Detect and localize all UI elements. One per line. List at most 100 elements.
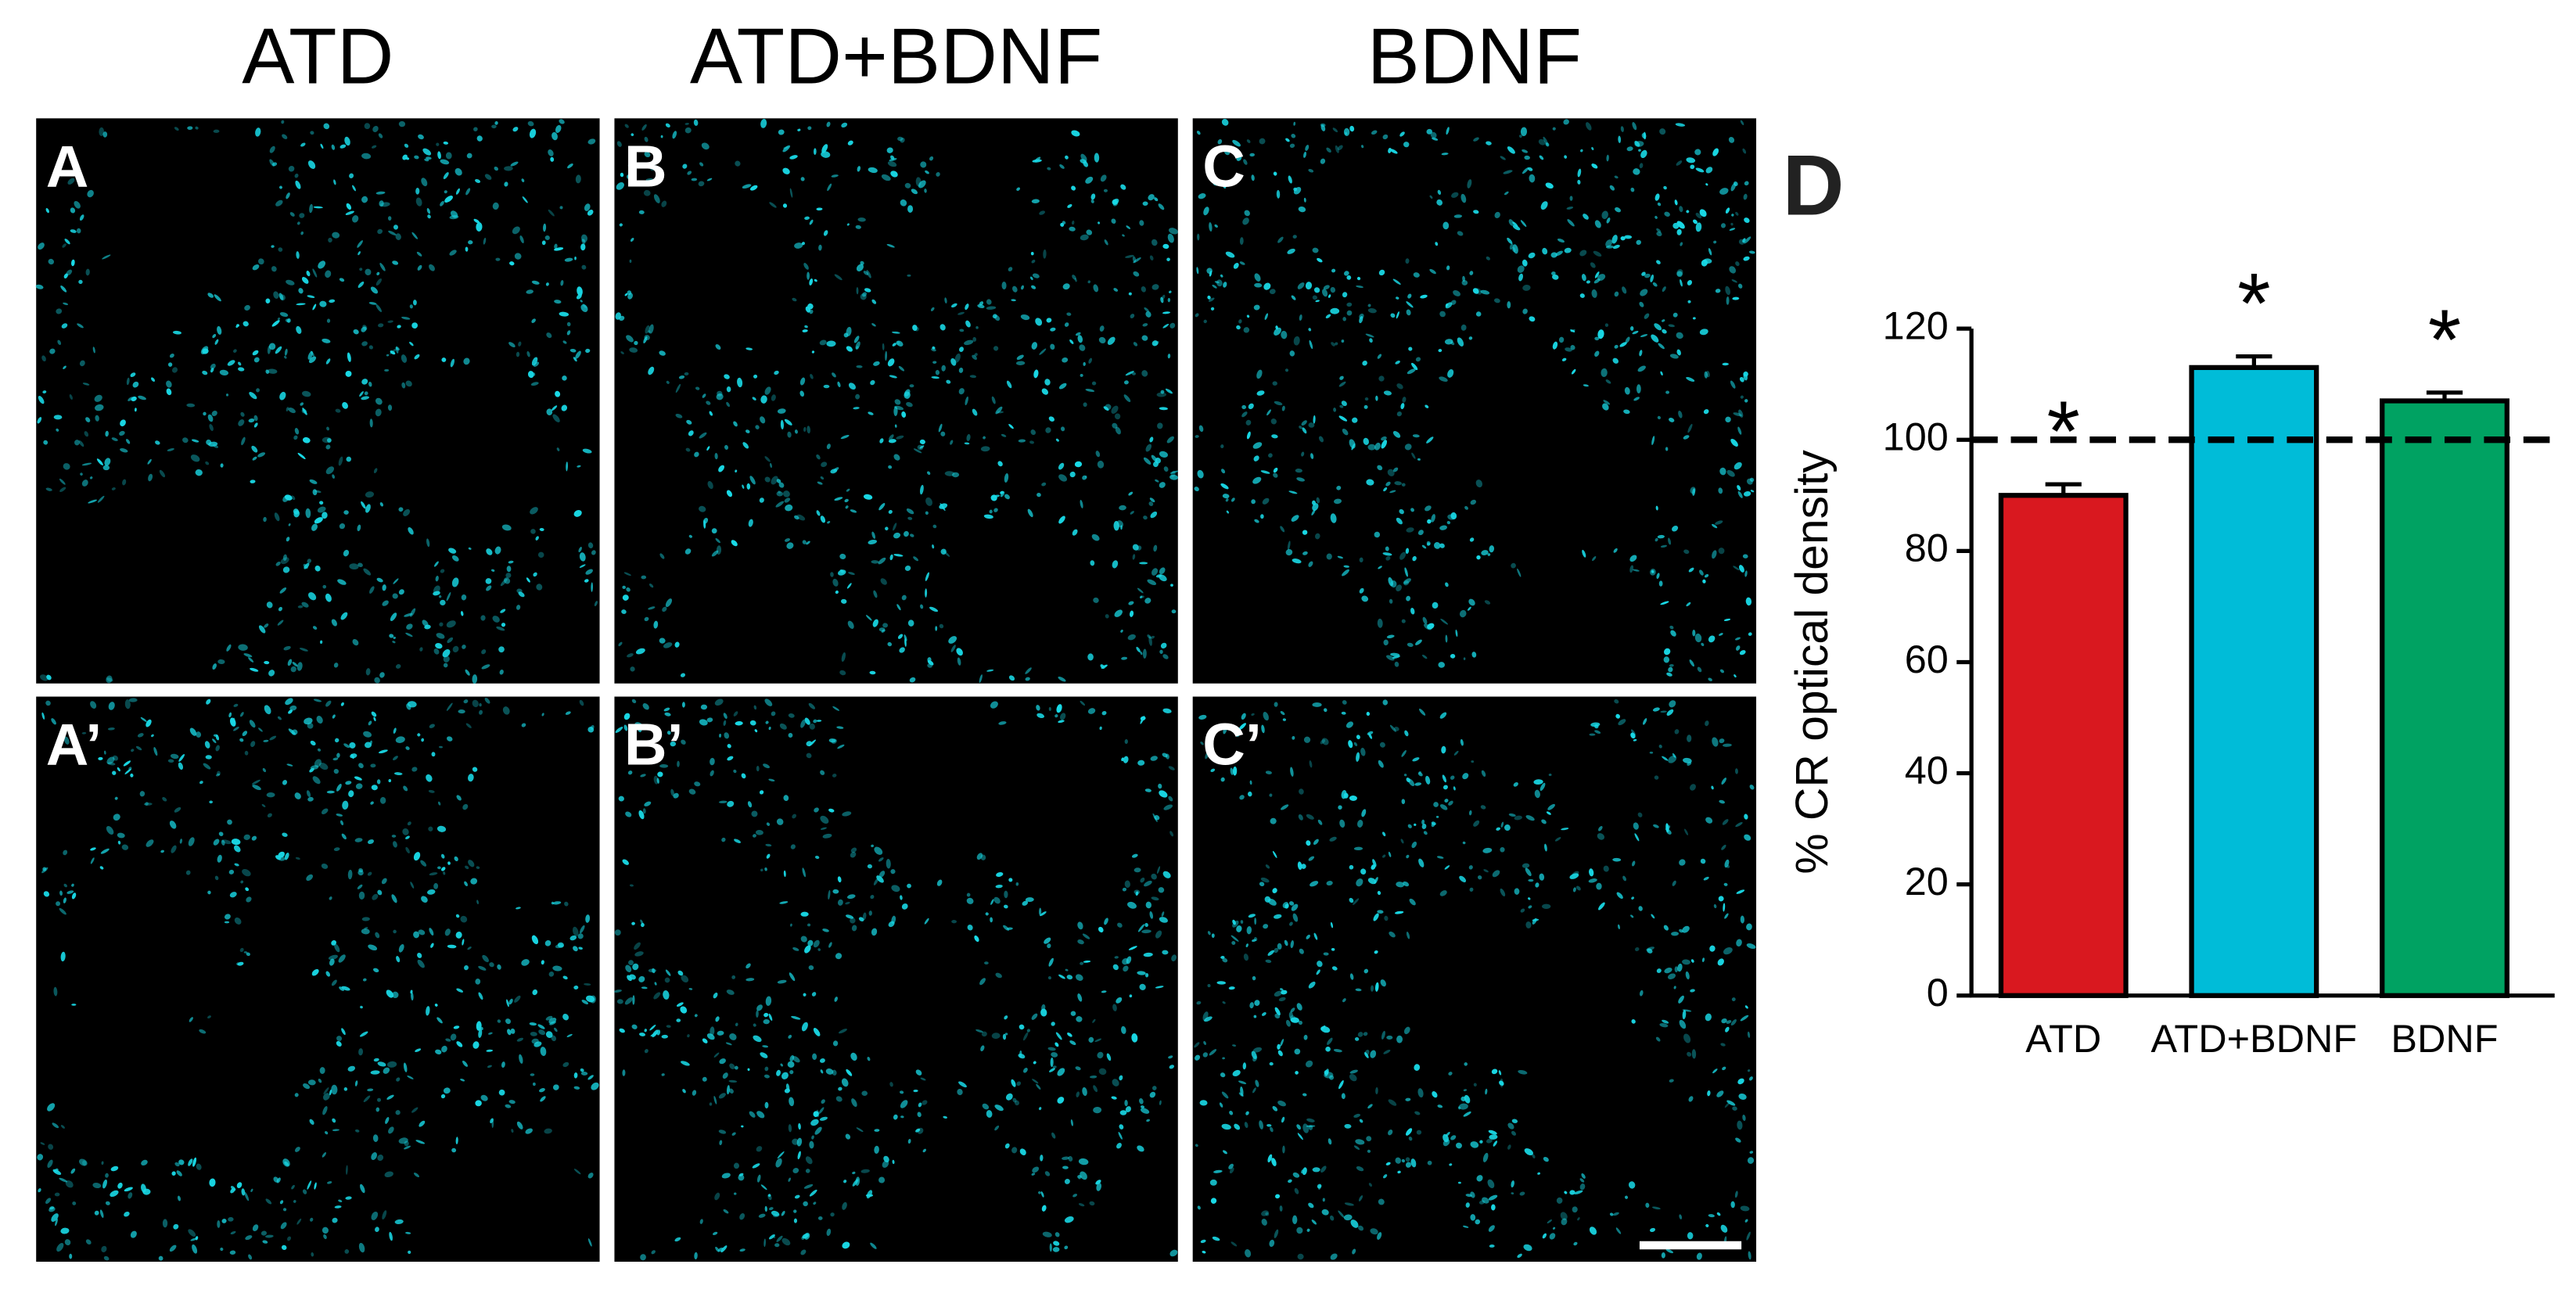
signal-dot [716, 545, 722, 555]
signal-dot [640, 919, 644, 925]
signal-dot [837, 899, 843, 906]
signal-dot [260, 1230, 268, 1236]
signal-dot [411, 232, 419, 239]
signal-dot [846, 894, 856, 900]
signal-dot [688, 430, 694, 436]
signal-dot [753, 834, 756, 838]
signal-dot [1064, 1178, 1070, 1184]
signal-dot [1399, 131, 1405, 137]
signal-dot [1392, 278, 1401, 285]
signal-dot [759, 790, 764, 795]
signal-dot [172, 330, 182, 335]
signal-dot [1377, 1232, 1382, 1241]
signal-dot [316, 716, 323, 724]
signal-dot [220, 1247, 224, 1252]
signal-dot [359, 391, 364, 397]
signal-dot [112, 770, 117, 775]
signal-dot [447, 637, 454, 644]
signal-dot [564, 257, 573, 262]
signal-dot [128, 698, 138, 702]
signal-dot [413, 931, 419, 939]
signal-dot [1151, 239, 1158, 246]
signal-dot [320, 143, 324, 149]
signal-dot [1552, 341, 1558, 350]
signal-dot [1260, 470, 1270, 474]
signal-dot [1297, 282, 1305, 289]
signal-dot [803, 263, 809, 270]
signal-dot [462, 803, 469, 810]
signal-dot [491, 124, 497, 129]
signal-dot [1708, 677, 1712, 681]
signal-dot [1093, 597, 1099, 603]
signal-dot [1377, 618, 1383, 628]
signal-dot [1078, 1158, 1089, 1165]
x-tick-label: ATD+BDNF [2151, 1016, 2358, 1061]
signal-dot [309, 203, 313, 214]
signal-dot [190, 1237, 198, 1241]
signal-dot [451, 1148, 457, 1153]
signal-dot [756, 1010, 759, 1018]
signal-dot [1287, 248, 1295, 254]
signal-dot [1352, 1248, 1356, 1255]
signal-dot [368, 345, 373, 350]
signal-dot [756, 766, 760, 772]
signal-dot [433, 561, 439, 567]
signal-dot [63, 463, 70, 470]
signal-dot [364, 123, 371, 130]
signal-dot [339, 278, 345, 282]
signal-dot [1742, 238, 1746, 243]
signal-dot [440, 159, 450, 165]
signal-dot [1683, 435, 1690, 440]
signal-dot [1350, 1219, 1359, 1228]
signal-dot [1271, 434, 1278, 439]
signal-dot [1522, 259, 1528, 267]
signal-dot [1136, 646, 1141, 652]
signal-dot [1152, 1086, 1157, 1090]
signal-dot [834, 997, 838, 1002]
signal-dot [1349, 973, 1354, 980]
signal-dot [1285, 548, 1293, 556]
signal-dot [287, 1236, 292, 1241]
signal-dot [1364, 397, 1369, 401]
signal-dot [1723, 947, 1733, 955]
signal-dot [516, 351, 520, 357]
signal-dot [1469, 887, 1474, 892]
signal-dot [1570, 345, 1575, 350]
signal-dot [396, 956, 401, 963]
signal-dot [1278, 997, 1286, 1002]
signal-dot [700, 704, 708, 710]
signal-dot [800, 177, 805, 181]
signal-dot [1528, 905, 1532, 909]
signal-dot [266, 792, 275, 798]
signal-dot [1209, 297, 1215, 302]
signal-dot [484, 174, 492, 180]
signal-dot [297, 452, 306, 460]
signal-dot [1229, 1110, 1234, 1115]
signal-dot [1265, 959, 1272, 963]
signal-dot [893, 554, 904, 557]
signal-dot [1407, 293, 1412, 299]
signal-dot [803, 1201, 808, 1207]
signal-dot [801, 1022, 808, 1032]
signal-dot [1657, 415, 1661, 420]
signal-dot [688, 534, 692, 538]
signal-dot [375, 303, 382, 312]
signal-dot [1634, 946, 1640, 952]
signal-dot [747, 1068, 750, 1072]
signal-dot [43, 891, 50, 897]
signal-dot [1446, 521, 1451, 525]
signal-dot [1426, 541, 1431, 546]
signal-dot [1387, 469, 1395, 476]
signal-dot [1656, 573, 1660, 579]
signal-dot [1209, 1179, 1217, 1186]
signal-dot [363, 731, 372, 738]
signal-dot [694, 1252, 698, 1260]
signal-dot [1450, 512, 1457, 520]
signal-dot [282, 566, 290, 573]
signal-dot [1489, 1134, 1498, 1140]
signal-dot [212, 738, 217, 744]
signal-dot [1438, 662, 1445, 668]
signal-dot [45, 700, 51, 706]
signal-dot [1080, 700, 1086, 706]
signal-dot [1169, 470, 1179, 474]
